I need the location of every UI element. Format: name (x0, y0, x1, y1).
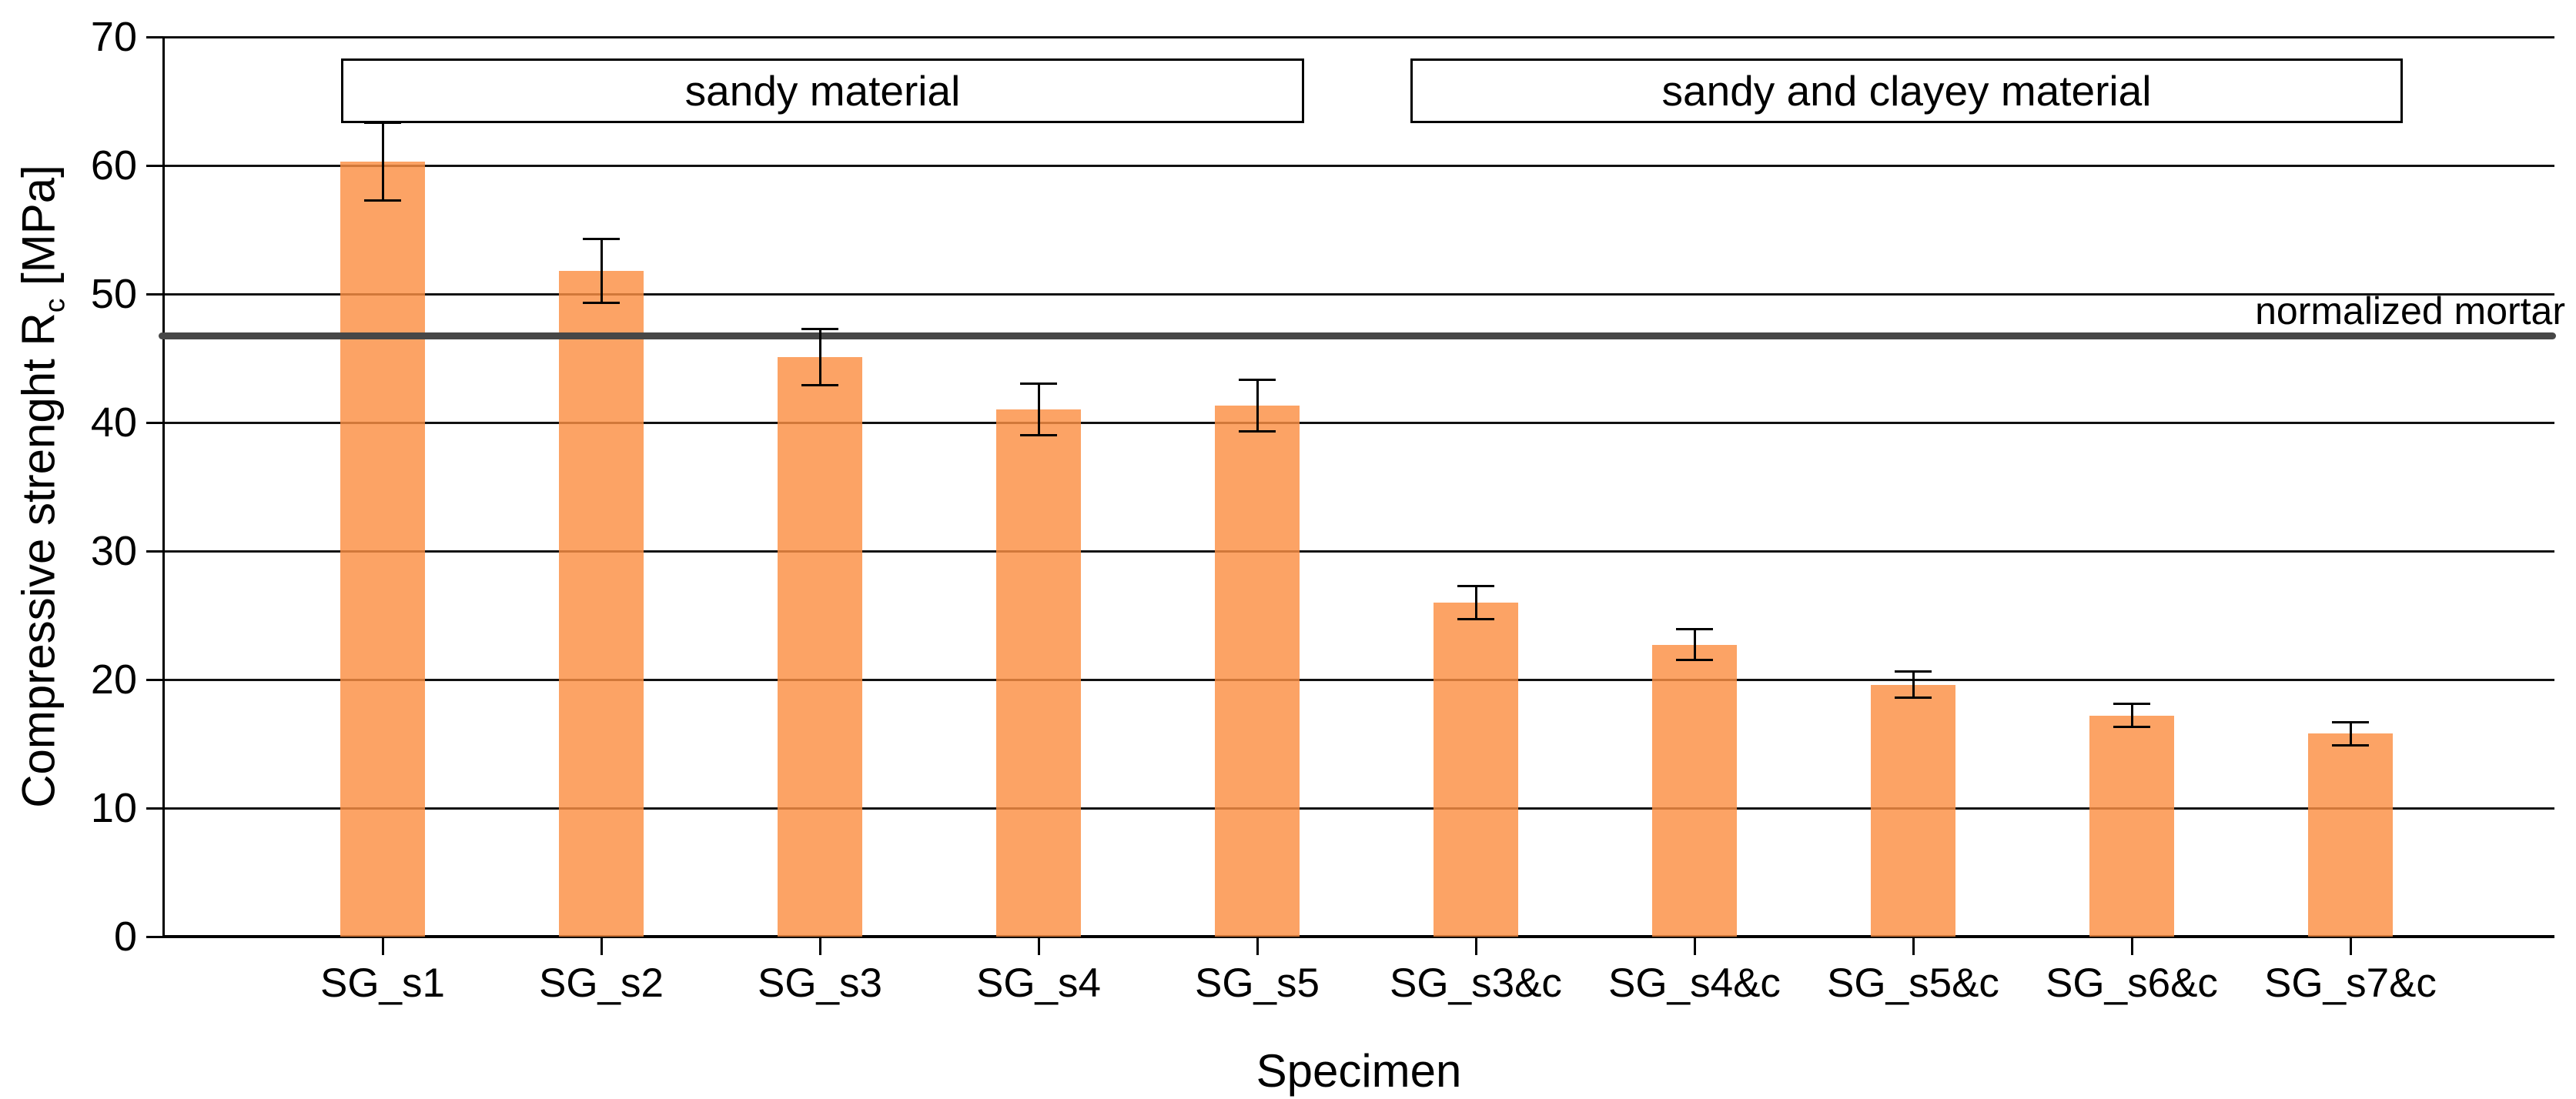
error-bar-cap-top-SG_s5 (1239, 379, 1276, 382)
bar-SG_s3 (778, 356, 862, 937)
y-axis-title: Compressive strenght Rc [MPa] (12, 165, 72, 808)
y-axis-title-prefix: Compressive strenght R (12, 312, 65, 808)
y-tick-label-70: 70 (90, 14, 137, 60)
reference-line-label: normalized mortar (2255, 289, 2565, 332)
error-bar-cap-top-SG_s6&c (2113, 703, 2150, 706)
error-bar-cap-top-SG_s3&c (1457, 584, 1494, 587)
gridline-y-70 (163, 35, 2554, 38)
error-bar-cap-bottom-SG_s5 (1239, 430, 1276, 433)
bar-SG_s5 (1215, 406, 1300, 937)
y-tick-label-10: 10 (90, 785, 137, 831)
x-axis-tick-SG_s3&c (1474, 938, 1477, 955)
y-axis-tick-40 (146, 421, 163, 424)
error-bar-cap-top-SG_s5&c (1895, 670, 1932, 673)
error-bar-line-SG_s5 (1256, 379, 1259, 432)
error-bar-cap-bottom-SG_s6&c (2113, 726, 2150, 729)
x-tick-label-SG_s3&c: SG_s3&c (1390, 960, 1562, 1006)
x-axis-tick-SG_s5&c (1912, 938, 1915, 955)
y-tick-label-50: 50 (90, 271, 137, 317)
x-axis-tick-SG_s1 (381, 938, 384, 955)
error-bar-line-SG_s3&c (1474, 586, 1477, 620)
y-tick-label-60: 60 (90, 142, 137, 189)
bar-SG_s6&c (2089, 715, 2174, 937)
bar-SG_s3&c (1434, 602, 1518, 937)
y-axis-tick-20 (146, 678, 163, 681)
gridline-y-10 (163, 807, 2554, 810)
error-bar-cap-top-SG_s2 (583, 237, 620, 240)
error-bar-cap-bottom-SG_s4&c (1676, 659, 1713, 662)
x-axis-line (163, 935, 2554, 938)
y-axis-tick-0 (146, 935, 163, 938)
group-box-sandy-clayey-material-label: sandy and clayey material (1661, 67, 2152, 115)
error-bar-line-SG_s6&c (2130, 703, 2133, 727)
x-tick-label-SG_s4&c: SG_s4&c (1608, 960, 1781, 1006)
group-box-sandy-material-label: sandy material (684, 67, 961, 115)
x-axis-title: Specimen (1256, 1045, 1462, 1097)
x-tick-label-SG_s7&c: SG_s7&c (2264, 960, 2437, 1006)
error-bar-cap-top-SG_s4 (1020, 382, 1057, 386)
y-axis-title-subscript: c (38, 298, 71, 313)
x-axis-tick-SG_s3 (818, 938, 821, 955)
gridline-y-30 (163, 550, 2554, 553)
x-axis-tick-SG_s4 (1037, 938, 1040, 955)
group-box-sandy-material: sandy material (341, 58, 1304, 123)
x-tick-label-SG_s5: SG_s5 (1194, 960, 1320, 1006)
y-axis-tick-10 (146, 807, 163, 810)
error-bar-line-SG_s1 (381, 122, 384, 201)
gridline-y-40 (163, 421, 2554, 424)
x-axis-tick-SG_s2 (600, 938, 603, 955)
y-axis-tick-60 (146, 164, 163, 167)
error-bar-cap-bottom-SG_s7&c (2332, 743, 2369, 747)
bar-SG_s4 (996, 409, 1081, 937)
reference-line (159, 332, 2556, 339)
error-bar-line-SG_s5&c (1912, 671, 1915, 698)
error-bar-cap-top-SG_s4&c (1676, 628, 1713, 631)
gridline-y-50 (163, 292, 2554, 296)
error-bar-cap-bottom-SG_s1 (364, 199, 401, 202)
x-tick-label-SG_s6&c: SG_s6&c (2046, 960, 2218, 1006)
x-tick-label-SG_s1: SG_s1 (319, 960, 446, 1006)
bar-SG_s4&c (1652, 644, 1737, 937)
x-tick-label-SG_s2: SG_s2 (538, 960, 664, 1006)
error-bar-cap-bottom-SG_s3&c (1457, 618, 1494, 620)
y-axis-title-suffix: [MPa] (12, 165, 65, 299)
y-tick-label-40: 40 (90, 399, 137, 446)
bar-SG_s5&c (1871, 684, 1955, 937)
x-axis-tick-SG_s4&c (1693, 938, 1696, 955)
error-bar-line-SG_s3 (818, 329, 821, 386)
group-box-sandy-clayey-material: sandy and clayey material (1410, 58, 2403, 123)
gridline-y-20 (163, 678, 2554, 681)
x-axis-tick-SG_s5 (1256, 938, 1259, 955)
y-axis-line (162, 37, 165, 937)
y-axis-tick-30 (146, 550, 163, 553)
y-tick-label-20: 20 (90, 656, 137, 703)
error-bar-line-SG_s2 (600, 239, 603, 303)
bar-SG_s2 (559, 270, 644, 937)
error-bar-line-SG_s7&c (2349, 722, 2352, 746)
error-bar-cap-top-SG_s3 (801, 327, 838, 330)
error-bar-line-SG_s4 (1037, 383, 1040, 436)
bar-SG_s7&c (2308, 733, 2393, 937)
x-axis-tick-SG_s6&c (2130, 938, 2133, 955)
y-axis-tick-70 (146, 35, 163, 38)
x-tick-label-SG_s4: SG_s4 (975, 960, 1102, 1006)
error-bar-cap-top-SG_s7&c (2332, 720, 2369, 723)
y-tick-label-30: 30 (90, 528, 137, 574)
x-axis-tick-SG_s7&c (2349, 938, 2352, 955)
error-bar-cap-bottom-SG_s3 (801, 384, 838, 387)
error-bar-cap-bottom-SG_s5&c (1895, 696, 1932, 699)
x-tick-label-SG_s3: SG_s3 (757, 960, 883, 1006)
gridline-y-60 (163, 164, 2554, 167)
bar-SG_s1 (340, 161, 425, 937)
error-bar-cap-bottom-SG_s2 (583, 302, 620, 305)
x-tick-label-SG_s5&c: SG_s5&c (1827, 960, 1999, 1006)
error-bar-line-SG_s4&c (1693, 629, 1696, 660)
y-tick-label-0: 0 (113, 914, 137, 960)
y-axis-tick-50 (146, 292, 163, 296)
error-bar-cap-bottom-SG_s4 (1020, 434, 1057, 437)
